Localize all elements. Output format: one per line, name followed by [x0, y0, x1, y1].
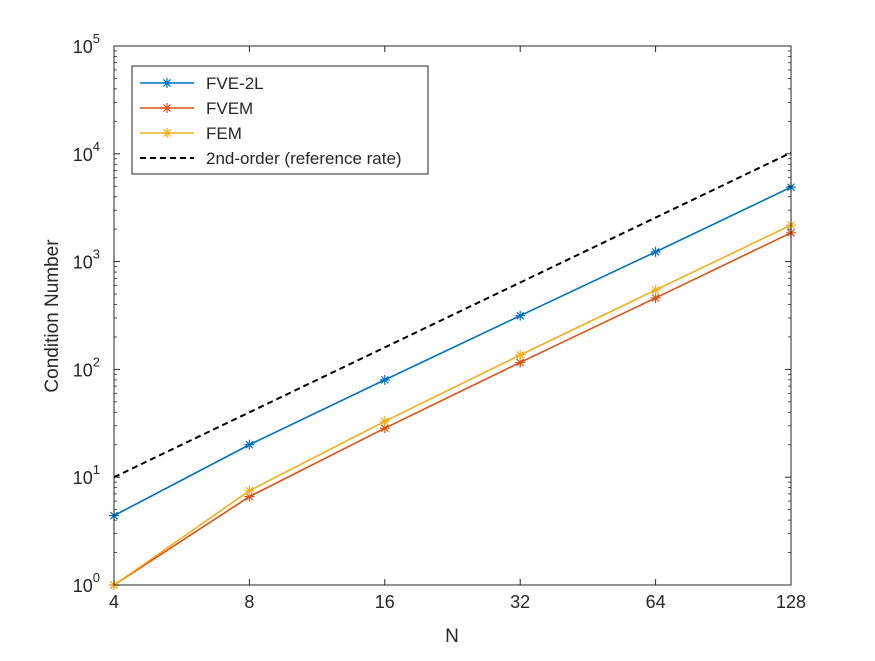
y-tick-label: 105 — [73, 31, 100, 57]
x-tick-label: 4 — [109, 592, 119, 612]
data-point-fvem — [244, 491, 255, 502]
x-tick-label: 32 — [510, 592, 530, 612]
legend-box — [131, 65, 429, 175]
y-tick-label: 101 — [73, 462, 100, 488]
series-line-2nd-order-reference-rate — [113, 151, 792, 479]
y-tick-label: 102 — [73, 354, 100, 380]
series-line-fve-2l — [113, 186, 792, 517]
y-tick-label: 103 — [73, 247, 100, 273]
x-tick-label: 64 — [646, 592, 666, 612]
y-tick-label: 104 — [73, 139, 100, 165]
legend-marker — [162, 103, 172, 113]
x-tick-label: 16 — [375, 592, 395, 612]
data-point-fvem — [515, 357, 526, 368]
legend-entry-fem: FEM — [140, 124, 242, 143]
series-line-fvem — [113, 232, 792, 586]
y-tick-base: 10 — [73, 253, 93, 273]
legend: FVE-2L FVEM FEM 2nd-order (reference rate) — [131, 65, 429, 175]
x-tick-label: 8 — [244, 592, 254, 612]
y-tick-label: 100 — [73, 570, 100, 596]
series-2nd-order-reference-rate — [113, 151, 792, 479]
y-tick-base: 10 — [73, 468, 93, 488]
data-point-fvem — [650, 292, 661, 303]
y-tick-exponent: 0 — [93, 570, 100, 585]
legend-label: FEM — [206, 124, 242, 143]
y-axis-label: Condition Number — [42, 239, 63, 393]
legend-label: 2nd-order (reference rate) — [206, 149, 402, 168]
data-point-fem — [515, 350, 526, 361]
x-tick-label: 128 — [776, 592, 806, 612]
data-point-fem — [379, 416, 390, 427]
y-tick-base: 10 — [73, 576, 93, 596]
axes-layer — [113, 45, 792, 586]
data-point-fve-2l — [379, 374, 390, 385]
y-tick-exponent: 4 — [93, 139, 100, 154]
y-tick-exponent: 2 — [93, 354, 100, 369]
legend-marker — [162, 128, 172, 138]
x-axis-label: N — [445, 626, 459, 647]
axes-box — [113, 45, 792, 586]
y-tick-base: 10 — [73, 145, 93, 165]
series-line-fem — [113, 224, 792, 586]
data-point-fve-2l — [650, 246, 661, 257]
y-tick-exponent: 3 — [93, 247, 100, 262]
data-point-fve-2l — [515, 310, 526, 321]
data-point-fvem — [379, 423, 390, 434]
legend-label: FVE-2L — [206, 74, 264, 93]
y-tick-base: 10 — [73, 360, 93, 380]
legend-entry-fvem: FVEM — [140, 99, 253, 118]
y-tick-exponent: 5 — [93, 31, 100, 46]
y-tick-base: 10 — [73, 37, 93, 57]
legend-marker — [162, 78, 172, 88]
legend-entry-2nd-order-reference-rate: 2nd-order (reference rate) — [140, 149, 402, 168]
y-tick-exponent: 1 — [93, 462, 100, 477]
legend-label: FVEM — [206, 99, 253, 118]
legend-entry-fve-2l: FVE-2L — [140, 74, 264, 93]
data-point-fem — [244, 485, 255, 496]
data-point-fem — [650, 285, 661, 296]
data-point-fve-2l — [244, 439, 255, 450]
